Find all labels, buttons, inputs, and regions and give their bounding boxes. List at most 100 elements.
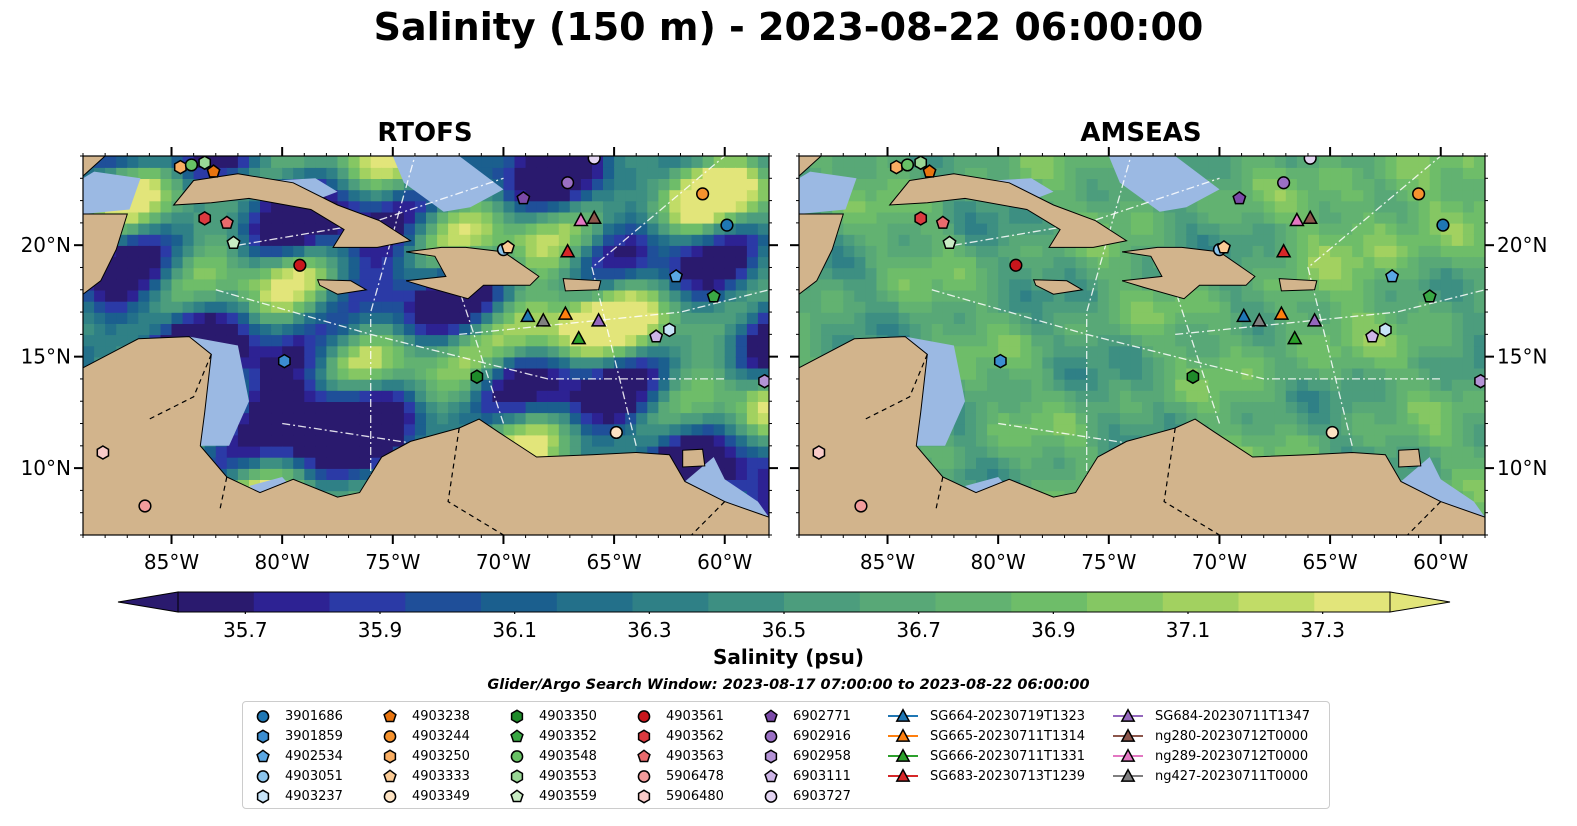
marker-SG683-20230713T1239[interactable] (1275, 243, 1292, 258)
marker-4903352[interactable] (706, 289, 721, 303)
marker-SG684-20230711T1347[interactable] (590, 312, 607, 327)
pentagon-icon[interactable] (764, 709, 778, 723)
circle-icon[interactable] (256, 770, 270, 783)
triangle-icon[interactable] (895, 768, 911, 782)
pentagon-icon[interactable] (256, 749, 270, 763)
marker-4903553[interactable] (914, 156, 928, 171)
hexagon-icon[interactable] (510, 709, 524, 724)
marker-5906478[interactable] (138, 499, 152, 513)
marker-4903333[interactable] (500, 239, 515, 254)
triangle-icon[interactable] (1120, 728, 1136, 742)
marker-5906480[interactable] (96, 445, 110, 460)
hexagon-icon[interactable] (256, 729, 270, 744)
pentagon-icon[interactable] (383, 709, 397, 723)
circle-icon[interactable] (510, 750, 524, 763)
marker-6903727[interactable] (1303, 152, 1317, 165)
marker-4903349[interactable] (609, 425, 623, 440)
hexagon-icon[interactable] (637, 729, 651, 744)
triangle-icon[interactable] (895, 728, 911, 742)
marker-4903562[interactable] (198, 211, 212, 226)
marker-4903237[interactable] (663, 322, 676, 338)
marker-4903333[interactable] (1216, 239, 1231, 254)
marker-SG684-20230711T1347[interactable] (1306, 312, 1323, 327)
marker-4903548[interactable] (900, 158, 915, 172)
marker-6902771[interactable] (516, 190, 531, 205)
marker-SG665-20230711T1314[interactable] (1273, 305, 1290, 320)
marker-SG664-20230719T1323[interactable] (1236, 307, 1252, 323)
amseas-map-panel[interactable]: 85°W 80°W 75°W 70°W 65°W 60°W 20°N 15°N 10°N (790, 147, 1547, 574)
marker-ng289-20230712T0000[interactable] (1289, 211, 1305, 227)
marker-3901859[interactable] (993, 353, 1007, 369)
marker-6902916[interactable] (561, 176, 575, 190)
triangle-icon[interactable] (1120, 708, 1136, 722)
land-mass (682, 448, 706, 468)
triangle-icon[interactable] (895, 748, 911, 762)
marker-6903111[interactable] (1365, 329, 1380, 343)
marker-6903727[interactable] (587, 152, 601, 165)
marker-6902771[interactable] (1232, 190, 1247, 205)
pentagon-icon[interactable] (383, 769, 397, 783)
circle-icon[interactable] (637, 770, 651, 783)
marker-ng280-20230712T0000[interactable] (586, 209, 602, 225)
marker-4902534[interactable] (1385, 268, 1400, 283)
marker-4903349[interactable] (1325, 425, 1339, 440)
marker-ng427-20230711T0000[interactable] (535, 312, 552, 327)
marker-4903561[interactable] (1009, 258, 1023, 272)
marker-6903111[interactable] (649, 329, 664, 343)
marker-4903350[interactable] (470, 369, 484, 385)
marker-SG666-20230711T1331[interactable] (570, 330, 587, 345)
marker-4903559[interactable] (942, 235, 957, 249)
circle-icon[interactable] (383, 730, 397, 743)
marker-4903238[interactable] (206, 164, 221, 178)
marker-4903563[interactable] (219, 215, 234, 229)
marker-4903238[interactable] (922, 164, 937, 178)
marker-6902958[interactable] (758, 373, 770, 389)
marker-5906480[interactable] (812, 445, 826, 460)
hexagon-icon[interactable] (764, 749, 778, 764)
triangle-icon[interactable] (895, 708, 911, 722)
marker-4903562[interactable] (914, 211, 928, 226)
pentagon-icon[interactable] (637, 749, 651, 763)
triangle-icon[interactable] (1120, 748, 1136, 762)
marker-SG664-20230719T1323[interactable] (520, 307, 536, 323)
circle-icon[interactable] (383, 790, 397, 803)
marker-6902916[interactable] (1277, 176, 1291, 190)
circle-icon[interactable] (764, 790, 778, 803)
marker-ng289-20230712T0000[interactable] (573, 211, 589, 227)
marker-4903559[interactable] (226, 235, 241, 249)
hexagon-icon[interactable] (637, 789, 651, 804)
marker-ng280-20230712T0000[interactable] (1302, 209, 1318, 225)
pentagon-icon[interactable] (764, 769, 778, 783)
circle-icon[interactable] (256, 710, 270, 723)
marker-4903237[interactable] (1379, 322, 1392, 338)
marker-4903250[interactable] (889, 159, 903, 175)
hexagon-icon[interactable] (383, 749, 397, 764)
pentagon-icon[interactable] (510, 789, 524, 803)
rtofs-map-panel[interactable]: 85°W 80°W 75°W 70°W 65°W 60°W 20°N 15°N 10°N (21, 147, 778, 574)
marker-SG683-20230713T1239[interactable] (559, 243, 576, 258)
marker-3901686[interactable] (1436, 218, 1450, 232)
marker-4903350[interactable] (1186, 369, 1200, 385)
marker-4903561[interactable] (293, 258, 307, 272)
marker-4903244[interactable] (696, 187, 710, 201)
marker-3901686[interactable] (720, 218, 734, 232)
marker-4903563[interactable] (935, 215, 950, 229)
triangle-icon[interactable] (1120, 768, 1136, 782)
marker-4903553[interactable] (198, 156, 212, 171)
circle-icon[interactable] (764, 730, 778, 743)
marker-4902534[interactable] (669, 268, 684, 283)
marker-3901859[interactable] (277, 353, 291, 369)
pentagon-icon[interactable] (510, 729, 524, 743)
marker-4903352[interactable] (1422, 289, 1437, 303)
marker-4903548[interactable] (184, 158, 199, 172)
marker-4903250[interactable] (173, 159, 187, 175)
hexagon-icon[interactable] (510, 769, 524, 784)
marker-SG666-20230711T1331[interactable] (1286, 330, 1303, 345)
marker-4903244[interactable] (1412, 187, 1426, 201)
marker-SG665-20230711T1314[interactable] (557, 305, 574, 320)
circle-icon[interactable] (637, 710, 651, 723)
marker-6902958[interactable] (1474, 373, 1486, 389)
hexagon-icon[interactable] (256, 789, 270, 804)
marker-5906478[interactable] (854, 499, 868, 513)
marker-ng427-20230711T0000[interactable] (1251, 312, 1268, 327)
